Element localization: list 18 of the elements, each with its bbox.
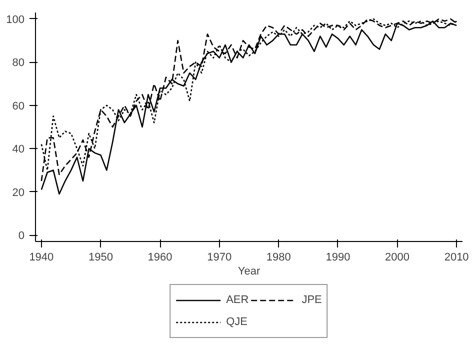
y-tick-label: 100 [6, 14, 25, 26]
y-tick-label: 80 [12, 57, 25, 70]
x-axis-title: Year [238, 266, 260, 278]
x-tick-label: 1990 [326, 252, 350, 264]
y-tick-label: 0 [18, 230, 25, 242]
legend-label: AER [226, 294, 249, 306]
y-tick-label: 20 [12, 186, 25, 199]
legend-label: JPE [302, 294, 322, 306]
x-tick-label: 1970 [207, 252, 232, 264]
x-tick-label: 2000 [385, 252, 410, 264]
legend-label: QJE [226, 316, 248, 328]
x-tick-label: 1980 [266, 252, 291, 264]
y-tick-label: 40 [12, 144, 25, 156]
x-tick-label: 1950 [88, 252, 113, 264]
x-tick-label: 2010 [444, 252, 469, 264]
x-tick-label: 1960 [148, 252, 172, 264]
y-tick-label: 60 [12, 100, 25, 112]
x-tick-label: 1940 [29, 252, 54, 264]
